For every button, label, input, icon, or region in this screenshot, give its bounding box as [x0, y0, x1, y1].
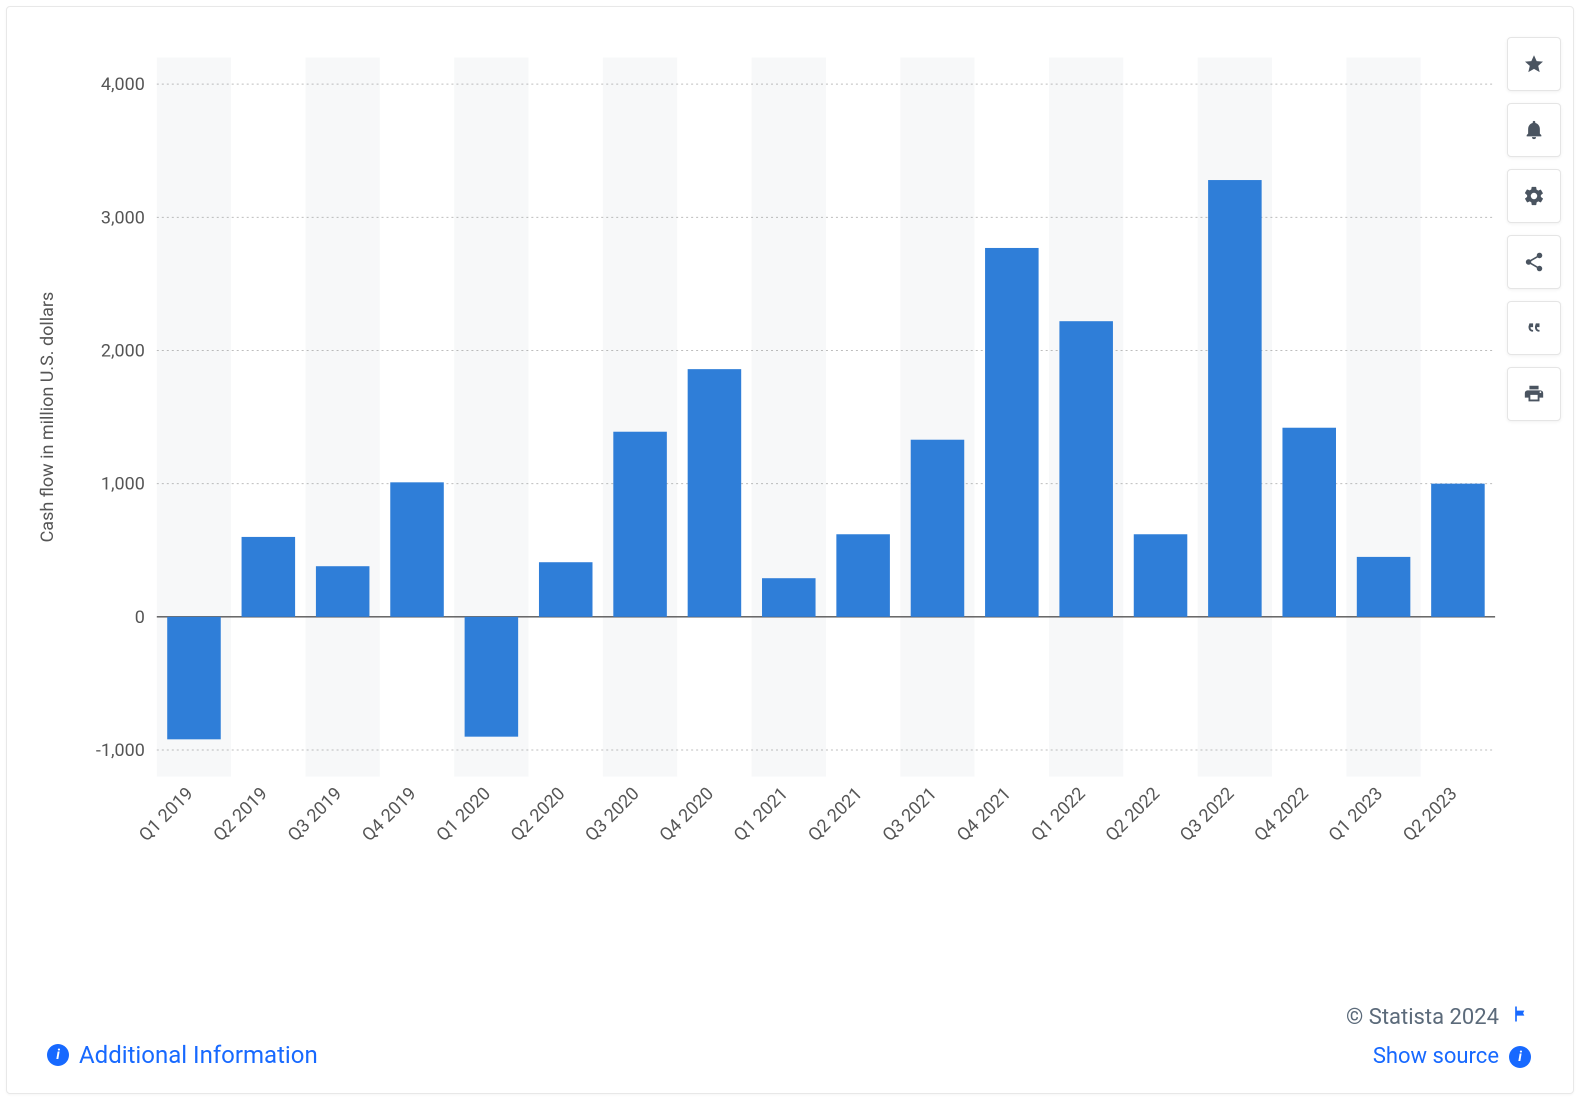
share-button[interactable] [1507, 235, 1561, 289]
chart-footer: i Additional Information © Statista 2024… [7, 1003, 1573, 1093]
bar[interactable] [1208, 180, 1262, 617]
settings-button[interactable] [1507, 169, 1561, 223]
y-tick-label: 0 [135, 607, 145, 628]
y-tick-label: 4,000 [101, 74, 145, 95]
bar[interactable] [316, 566, 370, 617]
bar[interactable] [688, 369, 742, 617]
bar[interactable] [465, 617, 519, 737]
bell-icon [1523, 119, 1545, 141]
copyright-line: © Statista 2024 [1346, 1004, 1531, 1030]
additional-information-link[interactable]: i Additional Information [47, 1041, 318, 1069]
x-tick-label: Q1 2020 [432, 783, 494, 845]
x-tick-label: Q4 2019 [358, 783, 420, 845]
bar[interactable] [1431, 484, 1485, 617]
bar[interactable] [1357, 557, 1411, 617]
bar[interactable] [167, 617, 221, 740]
bar[interactable] [390, 482, 444, 616]
star-icon [1523, 53, 1545, 75]
x-tick-label: Q2 2020 [507, 783, 569, 845]
x-tick-label: Q2 2021 [804, 783, 866, 845]
bar[interactable] [1134, 534, 1188, 617]
info-icon: i [47, 1044, 69, 1066]
bar[interactable] [242, 537, 296, 617]
x-tick-label: Q1 2023 [1325, 783, 1387, 845]
bar[interactable] [1059, 321, 1113, 617]
cite-button[interactable] [1507, 301, 1561, 355]
bar[interactable] [911, 440, 965, 617]
additional-information-label: Additional Information [79, 1041, 318, 1069]
cashflow-bar-chart: -1,00001,0002,0003,0004,000 Q1 2019Q2 20… [7, 7, 1573, 947]
chart-area: -1,00001,0002,0003,0004,000 Q1 2019Q2 20… [7, 7, 1573, 947]
x-tick-label: Q1 2022 [1027, 783, 1089, 845]
x-tick-label: Q3 2021 [879, 783, 941, 845]
notify-button[interactable] [1507, 103, 1561, 157]
x-tick-label: Q2 2023 [1399, 783, 1461, 845]
print-icon [1523, 383, 1545, 405]
print-button[interactable] [1507, 367, 1561, 421]
bar[interactable] [1282, 428, 1336, 617]
x-tick-label: Q2 2019 [209, 783, 271, 845]
bar[interactable] [613, 432, 667, 617]
chart-actions [1507, 37, 1561, 421]
show-source-link[interactable]: Show source i [1373, 1044, 1531, 1069]
x-tick-label: Q3 2022 [1176, 783, 1238, 845]
share-icon [1523, 251, 1545, 273]
y-tick-label: 3,000 [101, 207, 145, 228]
flag-icon[interactable] [1511, 1004, 1531, 1030]
gear-icon [1523, 185, 1545, 207]
quote-icon [1523, 317, 1545, 339]
x-tick-label: Q4 2022 [1250, 783, 1312, 845]
bar[interactable] [762, 578, 816, 617]
y-tick-label: 2,000 [101, 340, 145, 361]
x-tick-label: Q3 2020 [581, 783, 643, 845]
chart-card: -1,00001,0002,0003,0004,000 Q1 2019Q2 20… [6, 6, 1574, 1094]
show-source-label: Show source [1373, 1044, 1499, 1069]
x-tick-label: Q4 2020 [656, 783, 718, 845]
x-tick-label: Q1 2021 [730, 783, 792, 845]
bar[interactable] [985, 248, 1039, 617]
info-icon: i [1509, 1046, 1531, 1068]
y-axis-title: Cash flow in million U.S. dollars [37, 292, 58, 543]
x-tick-label: Q1 2019 [135, 783, 197, 845]
bar[interactable] [836, 534, 890, 617]
x-tick-label: Q4 2021 [953, 783, 1015, 845]
favorite-button[interactable] [1507, 37, 1561, 91]
x-tick-label: Q3 2019 [284, 783, 346, 845]
x-tick-label: Q2 2022 [1102, 783, 1164, 845]
y-tick-label: -1,000 [96, 740, 145, 761]
bar[interactable] [539, 562, 593, 617]
copyright-text: © Statista 2024 [1346, 1005, 1499, 1030]
y-tick-label: 1,000 [101, 474, 145, 495]
